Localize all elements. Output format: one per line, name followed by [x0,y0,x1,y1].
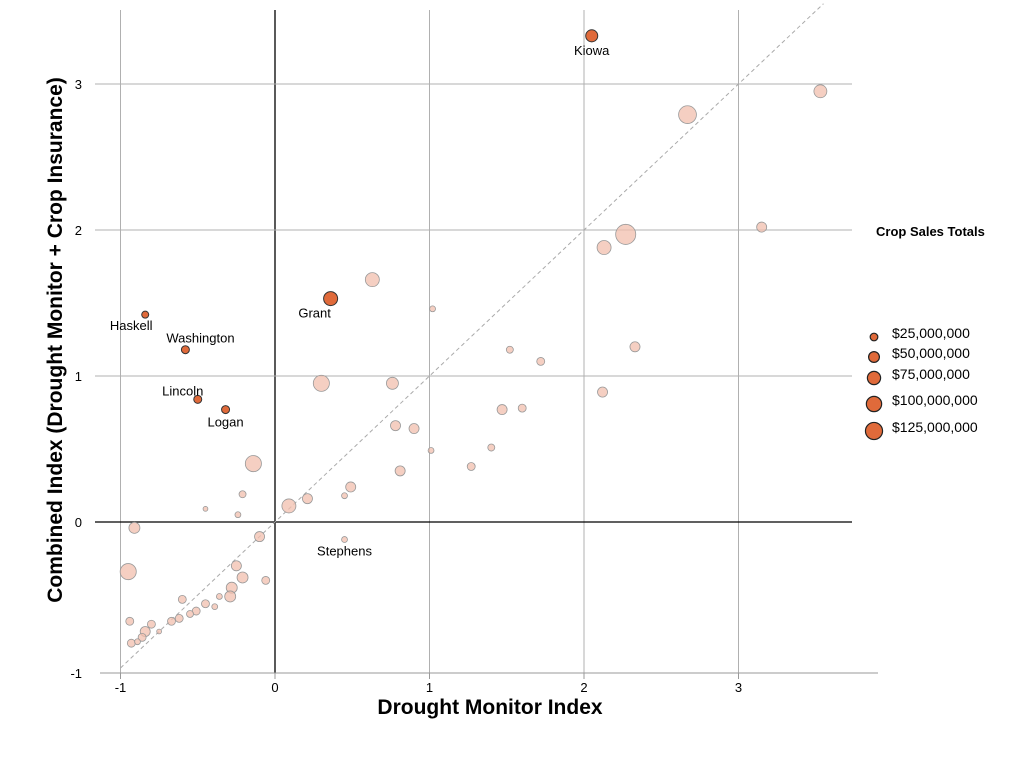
y-tick-label: 2 [75,223,82,238]
legend-label: $50,000,000 [892,345,970,361]
data-point [629,341,641,353]
data-point [341,536,348,543]
data-point [364,272,380,288]
data-point [221,405,231,415]
data-point [177,594,187,604]
data-point [167,616,176,626]
data-point [201,599,210,609]
point-labels: Kiowa Grant Haskell Washington Lincoln Logan S… [110,43,610,559]
data-point [216,593,223,600]
legend-label: $75,000,000 [892,366,970,382]
data-point [505,345,514,354]
data-point [496,404,508,416]
x-tick-label: 3 [735,680,742,695]
data-point [137,632,147,642]
data-point [597,386,608,398]
data-point [678,105,697,124]
data-point [141,310,150,319]
legend-label: $125,000,000 [892,419,978,435]
point-label: Haskell [110,318,153,333]
data-point [487,443,496,452]
x-tick-label: 1 [426,680,433,695]
data-point [234,511,242,519]
data-point [390,420,401,432]
legend-bubble [867,350,881,364]
data-point [429,305,436,313]
point-label: Grant [298,306,331,321]
data-point [238,490,247,499]
x-tick-label: 0 [271,680,278,695]
data-point [244,455,262,473]
x-tick-label: 2 [580,680,587,695]
data-point [230,560,242,572]
legend-bubble [866,370,882,386]
point-label: Logan [207,415,243,430]
data-point [224,590,237,603]
data-points [119,29,828,648]
data-point [156,628,162,635]
data-point [585,29,599,43]
y-tick-label: -1 [70,666,82,681]
data-point [211,603,219,611]
legend-bubble [865,395,883,413]
data-point [341,492,348,500]
data-point [323,291,339,307]
data-point [427,447,435,454]
x-tick-label: -1 [115,680,127,695]
data-point [302,493,313,505]
point-label: Stephens [317,543,372,558]
data-point [119,563,137,581]
y-tick-label: 1 [75,369,82,384]
data-point [536,357,546,366]
data-point [202,506,209,512]
data-point [261,576,271,585]
data-point [281,498,297,514]
data-point [128,521,141,534]
data-point [345,481,357,493]
data-point [408,423,420,434]
gridlines [95,10,852,673]
legend-bubble [864,421,884,441]
data-point [615,223,637,245]
point-label: Lincoln [162,383,203,398]
x-axis-label: Drought Monitor Index [377,696,602,719]
legend-title: Crop Sales Totals [876,224,985,239]
data-point [125,616,135,626]
y-tick-label: 3 [75,77,82,92]
legend-label: $25,000,000 [892,325,970,341]
data-point [147,619,156,629]
data-point [254,531,265,543]
reference-line [120,3,824,669]
data-point [186,610,194,618]
data-point [126,638,136,648]
y-axis-label: Combined Index (Drought Monitor + Crop I… [44,77,67,603]
data-point [466,462,476,471]
legend: $25,000,000 $50,000,000 $75,000,000 $100,00… [864,325,978,441]
data-point [236,571,249,584]
point-label: Kiowa [574,43,610,58]
data-point [386,376,399,390]
data-point [180,345,190,355]
data-point [596,240,612,255]
data-point [756,221,768,233]
point-label: Washington [166,331,234,346]
axes: -1 0 1 2 3 -1 0 1 2 3 [70,3,878,695]
data-point [193,394,203,404]
data-point [813,84,828,99]
legend-label: $100,000,000 [892,392,978,408]
data-point [312,374,330,392]
data-point [394,465,406,477]
data-point [134,638,141,646]
data-point [517,403,527,413]
y-tick-label: 0 [75,515,82,530]
legend-bubble [869,332,879,342]
data-point [174,613,184,623]
